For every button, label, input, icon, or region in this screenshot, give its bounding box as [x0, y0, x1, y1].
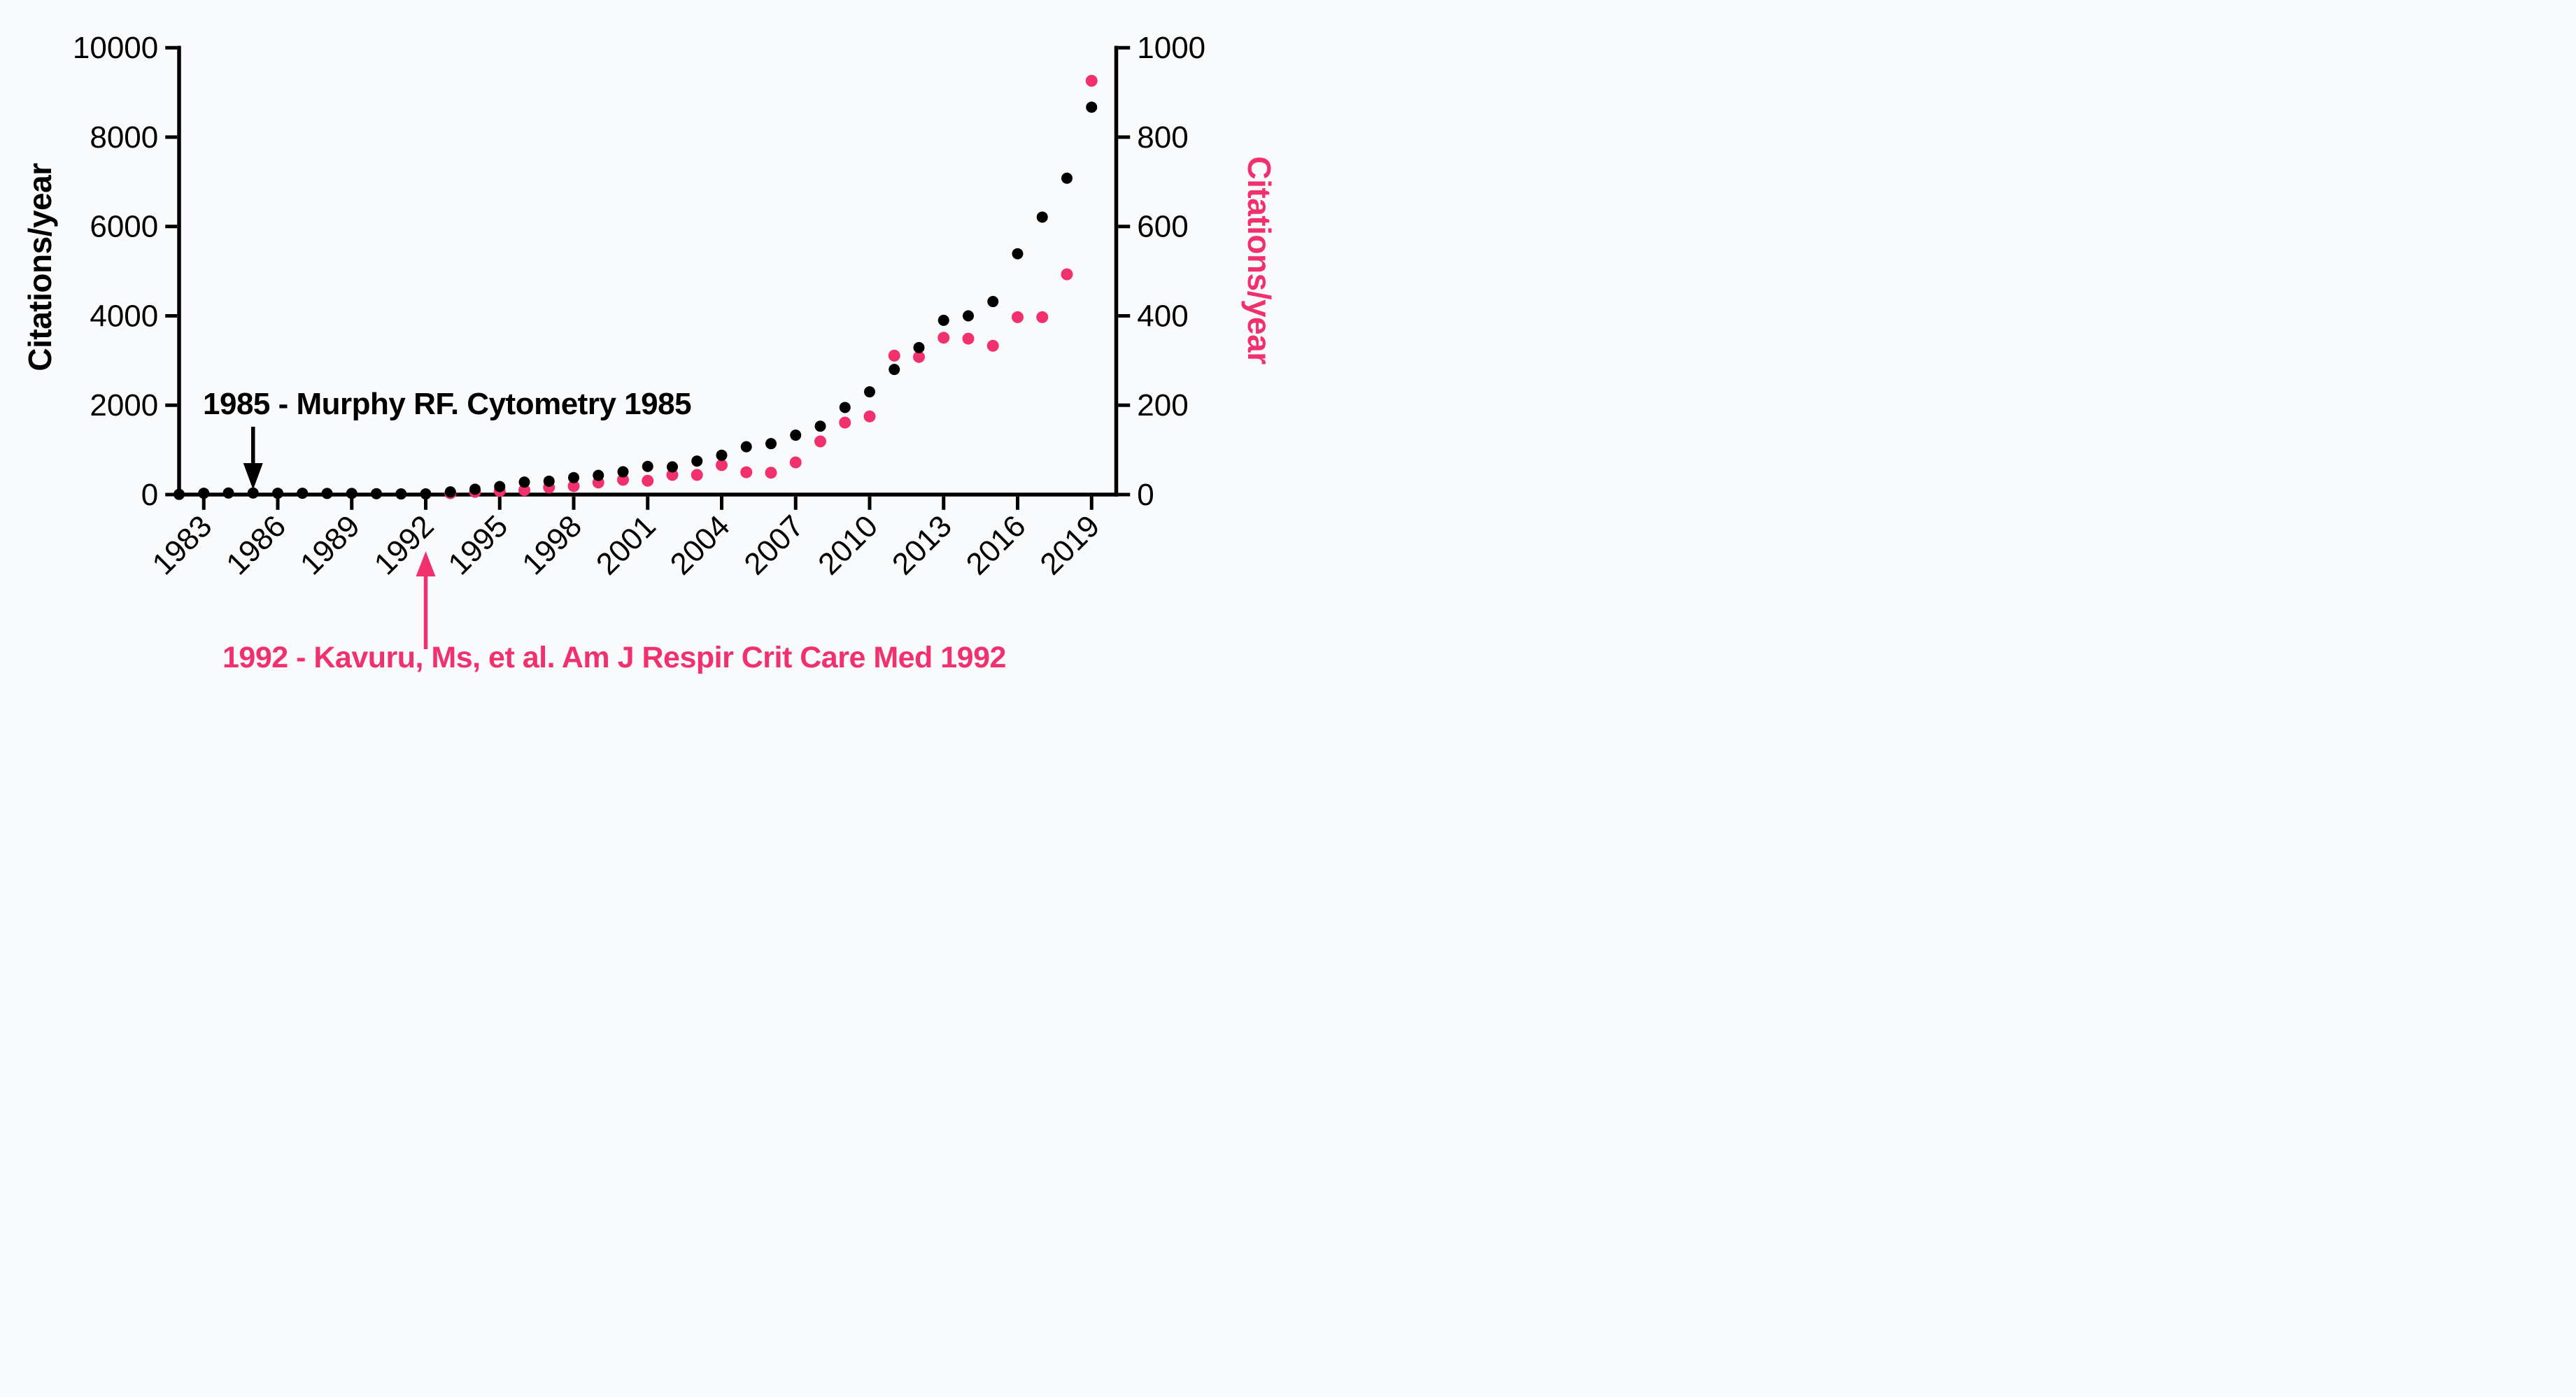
left-axis-tick-label: 6000 — [90, 210, 158, 244]
right-axis-tick-label: 800 — [1137, 120, 1188, 155]
data-point-murphy — [444, 486, 456, 498]
data-point-murphy — [889, 364, 900, 376]
data-point-kavuru — [1061, 268, 1073, 281]
x-axis-tick-label: 2013 — [886, 509, 958, 581]
data-point-murphy — [420, 488, 432, 500]
data-point-kavuru — [691, 469, 703, 481]
data-point-murphy — [839, 402, 851, 413]
data-point-murphy — [1012, 248, 1024, 260]
left-axis-tick-label: 0 — [141, 478, 158, 512]
data-point-murphy — [568, 471, 579, 483]
left-axis-title: Citations/year — [22, 163, 58, 371]
data-point-murphy — [716, 449, 728, 461]
data-point-murphy — [740, 441, 752, 453]
scatter-plot-canvas: 0 2000 4000 6000 8000 10000 0 200 400 600 800 1000 1… — [73, 31, 1205, 649]
left-axis-tick-label: 2000 — [90, 388, 158, 423]
data-point-kavuru — [617, 474, 629, 486]
right-axis-title: Citations/year — [1241, 156, 1278, 364]
right-axis-tick-label: 200 — [1137, 388, 1188, 423]
x-axis-tick-label: 1986 — [220, 509, 292, 581]
x-axis-tick-label: 1989 — [294, 509, 367, 581]
data-point-murphy — [346, 488, 358, 499]
data-point-kavuru — [666, 469, 679, 481]
data-point-murphy — [543, 475, 555, 487]
data-point-murphy — [987, 296, 999, 308]
data-point-kavuru — [937, 332, 950, 344]
data-point-murphy — [765, 438, 777, 450]
data-point-murphy — [198, 488, 210, 499]
kavuru-arrow-head-icon — [416, 551, 436, 576]
murphy-arrow-head-icon — [243, 463, 263, 490]
x-axis-tick-label: 1983 — [146, 509, 218, 581]
data-point-kavuru — [1036, 311, 1049, 323]
data-point-kavuru — [986, 339, 999, 352]
right-axis-tick-label: 400 — [1137, 299, 1188, 333]
data-point-kavuru — [839, 416, 851, 429]
data-point-kavuru — [740, 466, 753, 478]
data-point-murphy — [222, 487, 234, 499]
data-point-murphy — [913, 341, 925, 353]
data-point-kavuru — [863, 410, 876, 423]
data-point-murphy — [518, 476, 530, 488]
x-axis-tick-label: 1995 — [441, 509, 514, 581]
data-point-murphy — [963, 310, 974, 322]
data-point-murphy — [494, 481, 506, 492]
annotation-murphy-1985: 1985 - Murphy RF. Cytometry 1985 — [203, 387, 692, 421]
x-axis-tick-label: 2016 — [960, 509, 1033, 581]
citations-scatter-figure: 0 2000 4000 6000 8000 10000 0 200 400 600 800 1000 1… — [0, 0, 1288, 698]
data-point-kavuru — [518, 484, 530, 497]
x-axis-tick-label: 2001 — [590, 509, 663, 581]
left-axis-tick-label: 10000 — [73, 31, 158, 65]
data-point-kavuru — [765, 467, 777, 479]
data-point-murphy — [790, 430, 802, 441]
data-point-murphy — [593, 469, 604, 481]
data-point-murphy — [1086, 101, 1098, 113]
data-point-murphy — [691, 455, 703, 467]
annotation-kavuru-1992: 1992 - Kavuru, Ms, et al. Am J Respir Cr… — [222, 641, 1006, 674]
data-point-murphy — [937, 314, 949, 326]
data-point-murphy — [297, 488, 309, 499]
data-point-murphy — [371, 488, 382, 499]
data-point-kavuru — [814, 435, 826, 448]
x-axis-tick-label: 2004 — [664, 509, 737, 581]
data-point-murphy — [395, 488, 407, 500]
data-point-murphy — [272, 488, 283, 499]
data-point-murphy — [667, 461, 678, 473]
data-point-murphy — [1036, 211, 1048, 223]
data-point-murphy — [642, 460, 653, 472]
left-axis-tick-label: 8000 — [90, 120, 158, 155]
right-axis-tick-label: 600 — [1137, 210, 1188, 244]
data-point-kavuru — [716, 459, 728, 471]
data-point-kavuru — [1085, 75, 1098, 87]
left-axis-tick-label: 4000 — [90, 299, 158, 333]
right-axis-tick-label: 0 — [1137, 478, 1154, 512]
data-point-kavuru — [962, 332, 975, 345]
data-point-kavuru — [888, 349, 900, 362]
data-point-murphy — [469, 483, 481, 495]
data-point-murphy — [864, 386, 875, 398]
x-axis-tick-label: 2007 — [737, 509, 810, 581]
x-axis-tick-label: 2010 — [812, 509, 884, 581]
x-axis-tick-label: 2019 — [1033, 509, 1106, 581]
data-point-kavuru — [789, 456, 802, 469]
data-point-kavuru — [1012, 311, 1024, 323]
data-point-kavuru — [913, 350, 925, 363]
data-point-murphy — [617, 466, 629, 478]
data-point-murphy — [1061, 172, 1073, 184]
data-point-kavuru — [642, 474, 654, 487]
data-point-murphy — [174, 488, 185, 500]
data-point-murphy — [321, 488, 333, 499]
right-axis-tick-label: 1000 — [1137, 31, 1205, 65]
data-point-kavuru — [567, 480, 580, 492]
data-point-murphy — [247, 487, 259, 499]
x-axis-tick-label: 1998 — [516, 509, 588, 581]
data-point-murphy — [814, 420, 826, 432]
